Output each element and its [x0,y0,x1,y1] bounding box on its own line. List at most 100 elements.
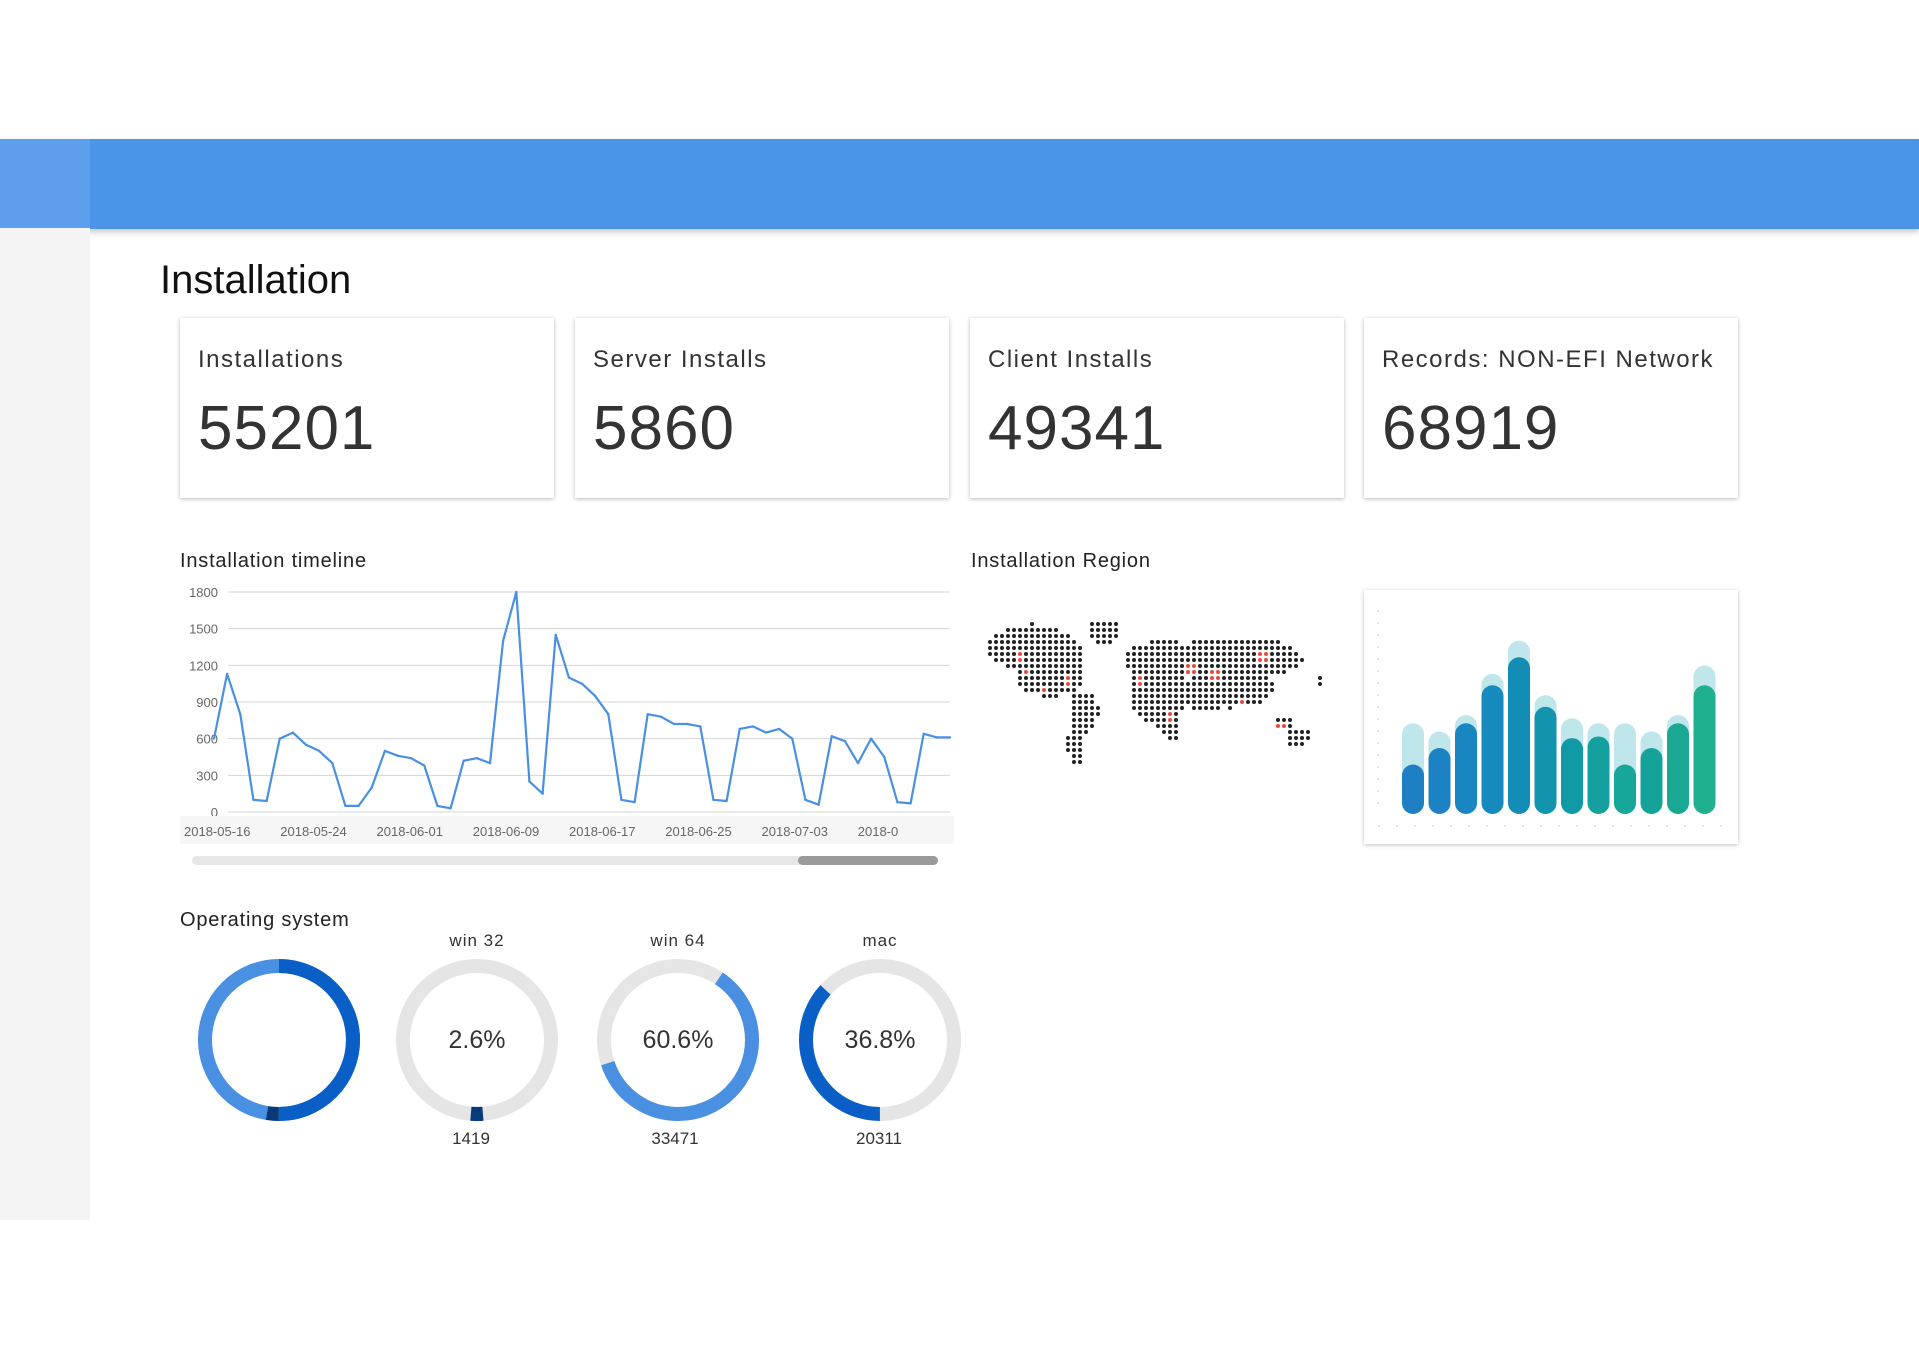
map-dot [988,646,992,650]
map-dot [1168,694,1172,698]
map-dot [1318,676,1322,680]
stat-label: Records: NON-EFI Network [1382,346,1715,373]
map-dot [1090,718,1094,722]
os-donut-win64: 60.6% [595,957,761,1123]
data-point [712,798,715,801]
map-dot [1282,652,1286,656]
bar [1693,685,1716,814]
map-dot [1042,682,1046,686]
map-dot [1042,652,1046,656]
map-dot [1006,634,1010,638]
data-point [317,749,321,753]
map-dot [1210,688,1214,692]
map-dot [1216,664,1220,668]
map-dot [1090,694,1094,698]
map-dot [1144,688,1148,692]
map-dot [1204,694,1208,698]
map-dot [1072,670,1076,674]
menu-area[interactable] [0,139,90,229]
map-dot [1030,676,1034,680]
map-dot [1150,700,1154,704]
map-dot [1078,670,1082,674]
os-percent-win64: 60.6% [642,1026,714,1054]
map-dot [1174,694,1178,698]
map-dot [1216,658,1220,662]
data-point [856,761,860,765]
map-dot [1156,652,1160,656]
map-dot [1276,640,1280,644]
map-dot [1174,724,1178,728]
map-dot [1078,730,1082,734]
map-dot [1222,652,1226,656]
map-dot [1144,712,1148,716]
data-point [239,713,242,716]
map-dot [1216,700,1220,704]
os-label-win64: win 64 [650,931,706,950]
map-dot [1246,682,1250,686]
x-tick-label: 2018-05-24 [280,824,347,839]
data-point [646,713,649,716]
map-dot [1240,652,1244,656]
map-dot [1156,670,1160,674]
os-count-win32: 1419 [452,1129,490,1148]
map-hotspot [1186,664,1190,668]
map-dot [1096,706,1100,710]
stat-card-client-installs: Client Installs 49341 [970,318,1344,498]
map-dot [1138,670,1142,674]
map-dot [1222,670,1226,674]
data-point [922,732,925,735]
stat-label: Client Installs [988,346,1154,373]
map-dot [1240,676,1244,680]
map-dot [1156,658,1160,662]
map-dot [1078,664,1082,668]
series-line [212,590,950,810]
map-dot [1138,646,1142,650]
y-tick-label: 1200 [189,658,218,673]
map-dot [1060,682,1064,686]
map-dot [1012,640,1016,644]
map-dot [1132,658,1136,662]
map-dot [1132,664,1136,668]
map-dot [1000,634,1004,638]
os-label-mac: mac [862,931,898,950]
map-dot [1228,694,1232,698]
map-dot [1228,658,1232,662]
map-dot [1060,652,1064,656]
data-point [869,737,873,740]
map-dot [1270,640,1274,644]
map-dot [1246,640,1250,644]
map-dot [1180,682,1184,686]
map-dot [1102,634,1106,638]
timeline-scrollbar-track[interactable] [192,856,938,865]
map-dot [1300,730,1304,734]
stat-card-server-installs: Server Installs 5860 [575,318,949,498]
map-dot [1252,640,1256,644]
timeline-scrollbar-thumb[interactable] [798,856,938,865]
map-dot [1228,682,1232,686]
data-point [501,639,505,643]
stat-value: 5860 [593,394,735,463]
data-point [331,761,334,765]
map-dot [1006,664,1010,668]
map-dot [1216,706,1220,710]
map-dot [1228,700,1232,704]
map-dot [1066,736,1070,740]
map-hotspot [1018,658,1022,662]
data-point [699,725,702,728]
map-dot [1174,658,1178,662]
data-point [475,757,479,760]
map-hotspot [1138,676,1142,680]
map-dot [1228,670,1232,674]
map-dot [1078,760,1082,764]
map-dot [1198,664,1202,668]
data-point [620,798,623,801]
map-dot [1072,700,1076,704]
map-dot [1132,706,1136,710]
map-dot [994,640,998,644]
data-point [751,725,755,728]
map-dot [1228,640,1232,644]
map-dot [1048,640,1052,644]
map-dot [1132,694,1136,698]
map-dot [1204,664,1208,668]
map-dot [1264,682,1268,686]
